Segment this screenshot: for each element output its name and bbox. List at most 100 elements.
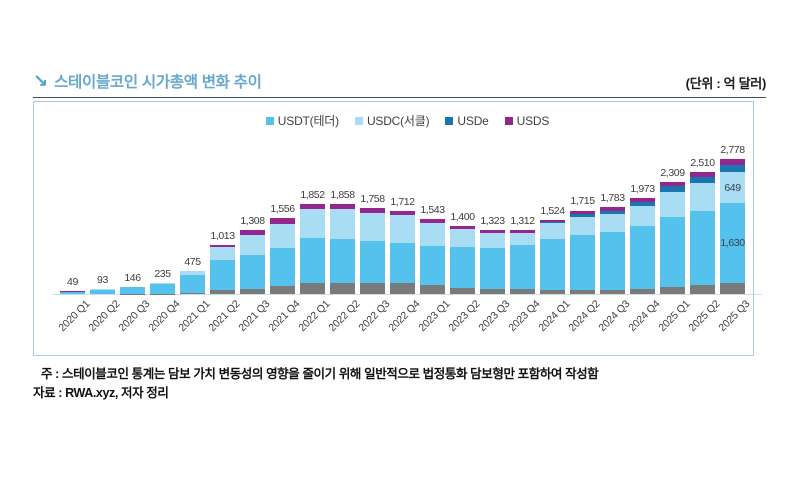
- legend-swatch: [354, 116, 363, 125]
- bar-2024-Q1: [540, 219, 565, 294]
- segment-usde: [630, 201, 655, 207]
- segment-unlabeledgray: [660, 287, 685, 294]
- bar-total-label: 235: [154, 267, 171, 280]
- southeast-arrow-icon: ↘: [33, 71, 49, 91]
- inner-segment-label: 649: [724, 181, 741, 194]
- figure: ↘ 스테이블코인 시가총액 변화 추이 (단위 : 억 달러) USDT(테더)…: [33, 70, 766, 404]
- bar-2022-Q4: [390, 210, 415, 294]
- segment-usdc: [660, 191, 685, 218]
- segment-unlabeledgray: [300, 282, 325, 294]
- x-axis-label: 2020 Q1: [56, 298, 93, 334]
- bar-2023-Q2: [450, 225, 475, 294]
- bar-total-label: 49: [67, 276, 78, 289]
- segment-usde: [600, 210, 625, 215]
- segment-usds: [210, 244, 235, 248]
- segment-usdt: [450, 247, 475, 288]
- figure-title: ↘ 스테이블코인 시가총액 변화 추이: [33, 70, 262, 92]
- figure-title-text: 스테이블코인 시가총액 변화 추이: [54, 74, 262, 91]
- segment-usds: [720, 158, 745, 165]
- segment-usdt: [570, 235, 595, 290]
- segment-usdt: [420, 246, 445, 286]
- x-axis-label: 2023 Q2: [446, 298, 483, 334]
- segment-usds: [450, 225, 475, 229]
- segment-unlabeledgray: [570, 289, 595, 294]
- segment-usds: [480, 229, 505, 233]
- bar-total-label: 146: [124, 271, 141, 284]
- x-axis-label: 2024 Q3: [596, 298, 633, 334]
- segment-unlabeledgray: [480, 288, 505, 294]
- segment-usdc: [600, 214, 625, 232]
- segment-usdc: [270, 223, 295, 248]
- bar-2023-Q4: [510, 230, 535, 294]
- bar-2020-Q2: [90, 289, 115, 294]
- bar-total-label: 1,858: [330, 188, 355, 201]
- segment-usds: [390, 210, 415, 216]
- bar-total-label: 1,556: [270, 203, 295, 216]
- segment-usds: [690, 171, 715, 177]
- bar-total-label: 2,309: [660, 166, 685, 179]
- segment-usdt: [660, 217, 685, 288]
- bar-2023-Q1: [420, 218, 445, 294]
- bar-2020-Q1: [60, 291, 85, 294]
- segment-unlabeledgray: [450, 287, 475, 294]
- segment-unlabeledgray: [720, 282, 745, 294]
- segment-usdt: [510, 245, 535, 290]
- legend-item-usdt: USDT(테더): [265, 112, 339, 129]
- segment-usdt: [180, 274, 205, 294]
- segment-unlabeledgray: [420, 285, 445, 294]
- footnote-source: 자료 : RWA.xyz, 저자 정리: [33, 386, 169, 401]
- legend-item-usdc: USDC(서클): [354, 112, 430, 129]
- segment-usdt: [390, 243, 415, 284]
- segment-unlabeledgray: [630, 289, 655, 294]
- x-axis-label: 2023 Q4: [506, 298, 543, 334]
- x-axis-label: 2023 Q3: [476, 298, 513, 334]
- segment-usdc: [540, 223, 565, 239]
- segment-usds: [540, 219, 565, 223]
- x-axis-label: 2020 Q2: [86, 298, 123, 334]
- segment-usdc: [510, 232, 535, 246]
- bar-total-label: 1,400: [450, 210, 475, 223]
- chart-legend: USDT(테더) USDC(서클) USDe USDS: [48, 112, 767, 129]
- x-axis-label: 2020 Q4: [146, 298, 183, 334]
- segment-usdc: [570, 216, 595, 236]
- unit-label: (단위 : 억 달러): [685, 76, 767, 91]
- bar-2024-Q2: [570, 210, 595, 294]
- segment-usdc: [690, 182, 715, 211]
- segment-unlabeledgray: [600, 289, 625, 294]
- legend-label: USDC(서클): [366, 114, 430, 128]
- bar-total-label: 1,312: [510, 215, 535, 228]
- x-axis-label: 2021 Q2: [206, 298, 243, 334]
- segment-usdc: [120, 286, 145, 288]
- segment-usds: [630, 197, 655, 202]
- x-axis-line: [52, 294, 762, 295]
- segment-unlabeledgray: [390, 283, 415, 294]
- footnote-note: 주 : 스테이블코인 통계는 담보 가치 변동성의 영향을 줄이기 위해 일반적…: [41, 367, 599, 381]
- segment-usdt: [60, 291, 85, 294]
- x-axis-label: 2021 Q3: [236, 298, 273, 334]
- x-axis-label: 2021 Q1: [176, 298, 213, 334]
- bar-2020-Q3: [120, 286, 145, 294]
- segment-unlabeledgray: [270, 286, 295, 294]
- segment-usdt: [90, 289, 115, 294]
- segment-usdt: [360, 241, 385, 283]
- segment-usds: [240, 230, 265, 235]
- bar-2022-Q2: [330, 203, 355, 294]
- bar-2025-Q2: [690, 171, 715, 294]
- segment-usdc: [450, 228, 475, 248]
- segment-usdc: [150, 282, 175, 285]
- legend-swatch: [265, 116, 274, 125]
- legend-item-usde: USDe: [445, 112, 489, 129]
- segment-usds: [420, 218, 445, 223]
- bar-2022-Q1: [300, 203, 325, 294]
- x-axis-label: 2021 Q4: [266, 298, 303, 334]
- bar-2025-Q3: [720, 158, 745, 294]
- bar-2024-Q3: [600, 207, 625, 294]
- x-axis-label: 2025 Q2: [686, 298, 723, 334]
- x-axis-label: 2025 Q1: [656, 298, 693, 334]
- bar-total-label: 1,852: [300, 188, 325, 201]
- segment-usdt: [300, 238, 325, 283]
- bar-2022-Q3: [360, 208, 385, 294]
- segment-unlabeledgray: [330, 282, 355, 294]
- legend-label: USDT(테더): [277, 114, 339, 128]
- stacked-bar-plot: 49 2020 Q1 93 2020 Q2 146 2020 Q3 235 2020 Q4 47…: [52, 144, 762, 334]
